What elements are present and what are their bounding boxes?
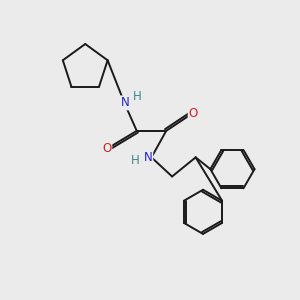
Text: H: H [131,154,140,167]
Text: O: O [102,142,111,155]
Text: O: O [189,107,198,120]
Text: H: H [133,90,142,103]
Text: N: N [121,96,129,110]
Text: N: N [144,151,152,164]
